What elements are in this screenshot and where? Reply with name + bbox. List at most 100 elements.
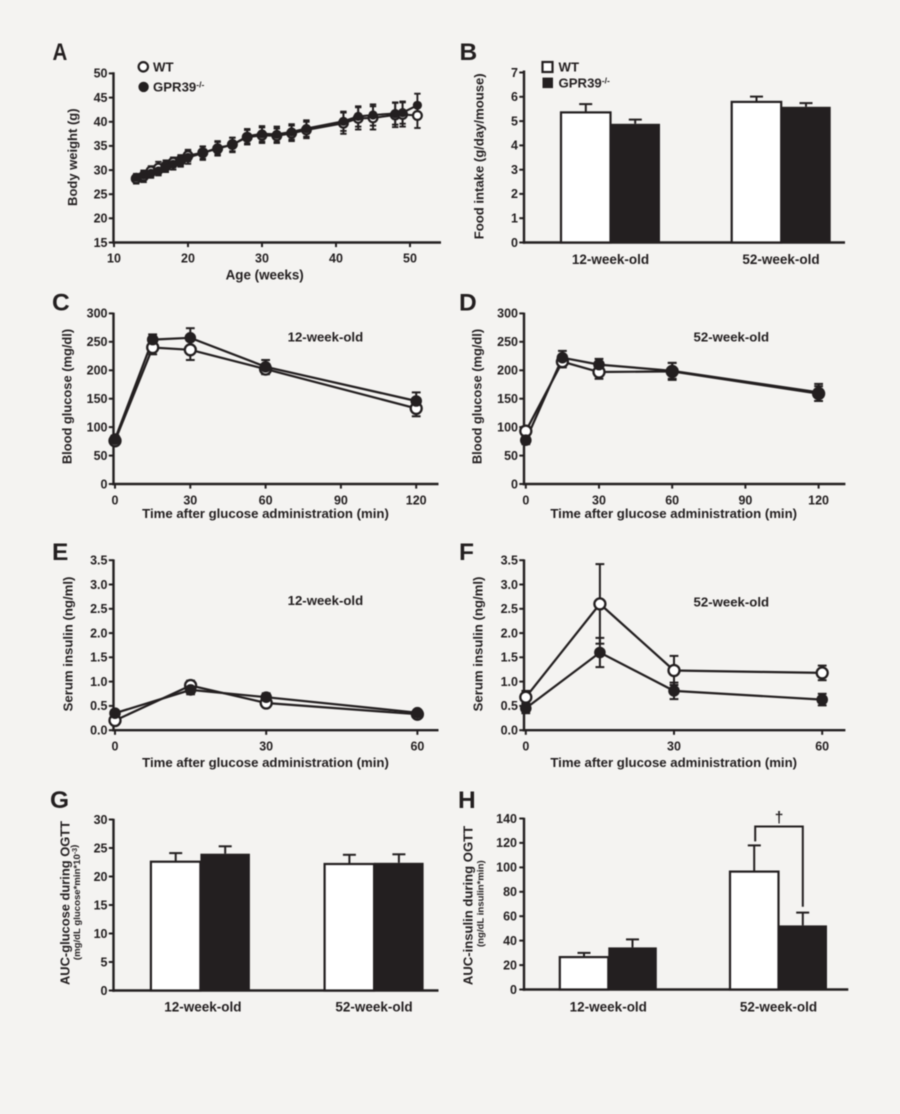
svg-text:30: 30 — [667, 740, 681, 754]
svg-text:Time after glucose administrat: Time after glucose administration (min) — [142, 506, 389, 521]
svg-text:12-week-old: 12-week-old — [288, 593, 364, 608]
svg-text:GPR39-/-: GPR39-/- — [153, 80, 204, 95]
svg-text:12-week-old: 12-week-old — [570, 1000, 647, 1015]
svg-text:0: 0 — [101, 477, 108, 491]
svg-text:15: 15 — [94, 236, 108, 250]
svg-text:140: 140 — [496, 812, 517, 826]
svg-text:200: 200 — [497, 364, 518, 378]
svg-text:GPR39-/-: GPR39-/- — [559, 75, 610, 90]
svg-text:Time after glucose administrat: Time after glucose administration (min) — [550, 506, 797, 521]
svg-text:25: 25 — [94, 188, 108, 202]
svg-text:30: 30 — [255, 252, 269, 266]
svg-text:150: 150 — [87, 392, 108, 406]
svg-text:90: 90 — [334, 494, 348, 508]
svg-text:0: 0 — [511, 236, 518, 250]
svg-text:120: 120 — [496, 836, 517, 850]
svg-text:0.5: 0.5 — [90, 699, 107, 713]
svg-text:H: H — [458, 787, 476, 814]
svg-text:300: 300 — [497, 307, 518, 321]
svg-text:0.0: 0.0 — [501, 724, 518, 738]
svg-text:1.5: 1.5 — [501, 651, 518, 665]
svg-text:40: 40 — [503, 934, 517, 948]
svg-text:3.0: 3.0 — [501, 578, 518, 592]
svg-text:50: 50 — [94, 449, 108, 463]
svg-text:D: D — [459, 290, 477, 317]
svg-text:120: 120 — [406, 494, 427, 508]
svg-text:200: 200 — [87, 364, 108, 378]
svg-text:20: 20 — [503, 958, 517, 972]
svg-text:20: 20 — [94, 870, 108, 884]
svg-text:35: 35 — [94, 139, 108, 153]
svg-text:0: 0 — [511, 477, 518, 491]
svg-text:0: 0 — [522, 740, 529, 754]
svg-text:3: 3 — [511, 163, 518, 177]
svg-text:20: 20 — [181, 252, 195, 266]
svg-text:50: 50 — [403, 252, 417, 266]
svg-text:0: 0 — [112, 494, 119, 508]
svg-text:15: 15 — [94, 898, 108, 912]
svg-text:20: 20 — [94, 212, 108, 226]
svg-text:Body weight (g): Body weight (g) — [65, 108, 80, 206]
svg-text:12-week-old: 12-week-old — [164, 1000, 241, 1015]
svg-text:5: 5 — [511, 114, 518, 128]
svg-text:52-week-old: 52-week-old — [694, 330, 770, 345]
svg-text:60: 60 — [410, 740, 424, 754]
svg-text:30: 30 — [259, 740, 273, 754]
svg-text:40: 40 — [94, 115, 108, 129]
svg-text:3.0: 3.0 — [90, 578, 107, 592]
svg-text:80: 80 — [503, 885, 517, 899]
svg-text:30: 30 — [94, 163, 108, 177]
svg-text:10: 10 — [107, 252, 121, 266]
svg-text:A: A — [53, 39, 68, 66]
svg-text:50: 50 — [94, 67, 108, 81]
svg-text:52-week-old: 52-week-old — [335, 1000, 412, 1015]
svg-text:25: 25 — [94, 841, 108, 855]
svg-text:Food intake (g/day/mouse): Food intake (g/day/mouse) — [472, 73, 487, 239]
svg-text:0: 0 — [522, 494, 529, 508]
svg-text:7: 7 — [511, 66, 518, 80]
svg-text:Time after glucose administrat: Time after glucose administration (min) — [550, 755, 797, 770]
svg-text:0: 0 — [101, 984, 108, 998]
svg-text:†: † — [775, 810, 784, 827]
svg-text:100: 100 — [87, 420, 108, 434]
svg-text:250: 250 — [497, 335, 518, 349]
svg-text:250: 250 — [87, 335, 108, 349]
svg-text:4: 4 — [511, 139, 518, 153]
svg-text:5: 5 — [101, 955, 108, 969]
svg-text:0.5: 0.5 — [501, 699, 518, 713]
svg-text:Blood glucose (mg/dl): Blood glucose (mg/dl) — [470, 329, 485, 464]
svg-text:52-week-old: 52-week-old — [740, 1000, 817, 1015]
svg-text:60: 60 — [259, 494, 273, 508]
svg-text:2.5: 2.5 — [90, 602, 107, 616]
svg-text:2: 2 — [511, 187, 518, 201]
svg-text:3.5: 3.5 — [501, 554, 518, 568]
svg-text:30: 30 — [183, 494, 197, 508]
svg-text:120: 120 — [808, 494, 829, 508]
svg-text:F: F — [459, 539, 474, 566]
svg-text:E: E — [52, 539, 68, 566]
svg-text:52-week-old: 52-week-old — [694, 595, 770, 610]
svg-text:(mg/dL glucose*min*10-3): (mg/dL glucose*min*10-3) — [69, 845, 83, 960]
svg-text:1.0: 1.0 — [90, 675, 107, 689]
svg-text:0: 0 — [112, 740, 119, 754]
svg-text:60: 60 — [503, 910, 517, 924]
svg-text:0: 0 — [510, 983, 517, 997]
svg-text:G: G — [50, 787, 69, 814]
svg-text:40: 40 — [329, 252, 343, 266]
svg-text:2.0: 2.0 — [501, 626, 518, 640]
svg-text:(ng/dL insulin*min): (ng/dL insulin*min) — [476, 860, 487, 947]
svg-text:150: 150 — [497, 392, 518, 406]
svg-text:AUC-insulin during OGTT: AUC-insulin during OGTT — [461, 826, 476, 985]
svg-text:Age (weeks): Age (weeks) — [226, 268, 304, 283]
svg-text:12-week-old: 12-week-old — [288, 330, 364, 345]
svg-text:12-week-old: 12-week-old — [572, 252, 649, 267]
svg-text:60: 60 — [665, 494, 679, 508]
svg-text:90: 90 — [738, 494, 752, 508]
svg-text:100: 100 — [497, 420, 518, 434]
svg-text:Serum insulin (ng/ml): Serum insulin (ng/ml) — [471, 577, 486, 712]
svg-text:AUC-glucose during OGTT: AUC-glucose during OGTT — [58, 821, 73, 985]
svg-text:2.5: 2.5 — [501, 602, 518, 616]
svg-text:300: 300 — [87, 307, 108, 321]
svg-text:60: 60 — [815, 740, 829, 754]
svg-text:1: 1 — [511, 212, 518, 226]
